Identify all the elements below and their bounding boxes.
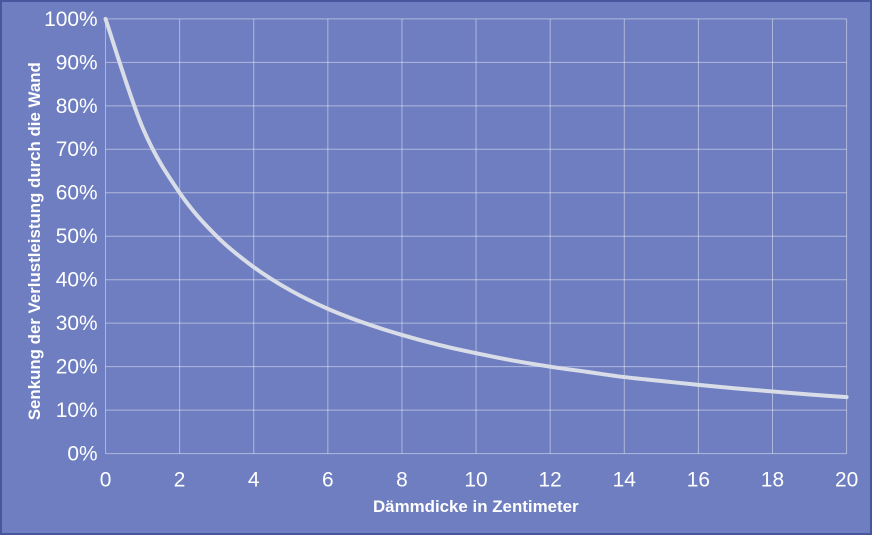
gridlines: [105, 18, 848, 455]
x-axis-tick-labels: 0 2 4 6 8 10 12 14 16 18 20: [100, 468, 859, 491]
x-tick-label: 18: [761, 468, 784, 491]
y-tick-label: 40%: [56, 269, 98, 292]
y-tick-label: 90%: [56, 51, 98, 74]
x-tick-label: 8: [396, 468, 408, 491]
x-tick-label: 14: [613, 468, 636, 491]
y-axis-tick-labels: 0% 10% 20% 30% 40% 50% 60% 70% 80% 90% 100%: [44, 8, 97, 466]
y-tick-label: 30%: [56, 312, 98, 335]
y-tick-label: 80%: [56, 95, 98, 118]
y-tick-label: 60%: [56, 182, 98, 205]
y-tick-label: 50%: [56, 225, 98, 248]
x-tick-label: 0: [100, 468, 112, 491]
x-tick-label: 16: [687, 468, 710, 491]
y-tick-label: 100%: [44, 8, 97, 31]
y-tick-label: 10%: [56, 399, 98, 422]
y-axis-title: Senkung der Verlustleistung durch die Wa…: [25, 62, 44, 420]
x-tick-label: 12: [539, 468, 562, 491]
loss-curve: [103, 16, 849, 400]
x-tick-label: 20: [835, 468, 858, 491]
x-tick-label: 10: [464, 468, 487, 491]
y-tick-label: 70%: [56, 138, 98, 161]
x-tick-label: 6: [322, 468, 334, 491]
x-axis-title: Dämmdicke in Zentimeter: [373, 497, 579, 516]
x-tick-label: 2: [174, 468, 186, 491]
x-tick-label: 4: [248, 468, 260, 491]
y-tick-label: 20%: [56, 356, 98, 379]
heat-loss-line: [103, 16, 849, 400]
y-tick-label: 0%: [67, 443, 97, 466]
